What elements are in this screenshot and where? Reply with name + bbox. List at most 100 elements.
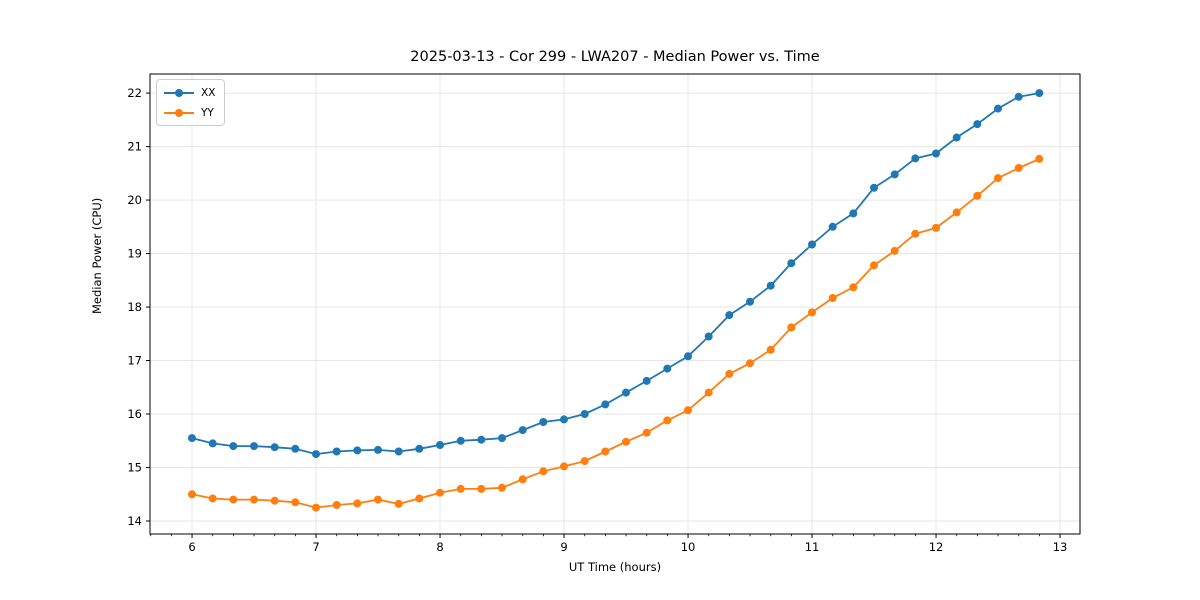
y-tick-label: 15 (127, 461, 142, 475)
data-point-xx (539, 418, 548, 426)
data-point-xx (353, 446, 362, 455)
data-point-xx (601, 400, 610, 409)
axes-frame (149, 73, 1081, 535)
data-point-yy (208, 494, 217, 503)
data-point-xx (415, 444, 424, 453)
data-point-xx (374, 445, 382, 454)
x-tick-label: 7 (312, 540, 319, 554)
data-point-yy (415, 494, 424, 503)
data-point-yy (704, 388, 713, 397)
data-point-xx (208, 439, 217, 448)
data-point-yy (684, 406, 692, 415)
line-marker-swatch (164, 88, 194, 98)
x-tick-label: 8 (436, 540, 443, 554)
data-point-yy (436, 488, 444, 497)
data-point-xx (808, 240, 816, 249)
legend-label: XX (201, 86, 216, 99)
data-point-xx (291, 444, 300, 453)
data-point-yy (580, 457, 589, 466)
x-tick-label: 10 (681, 540, 696, 554)
data-point-xx (890, 170, 899, 179)
data-point-yy (312, 503, 320, 512)
data-point-xx (270, 443, 279, 452)
data-point-xx (250, 442, 258, 451)
data-point-xx (973, 120, 982, 129)
data-point-xx (312, 450, 320, 459)
data-point-yy (394, 499, 403, 508)
data-point-xx (684, 352, 692, 361)
data-point-yy (291, 498, 300, 507)
data-point-yy (766, 345, 775, 354)
data-point-xx (725, 311, 734, 320)
data-point-yy (374, 495, 382, 504)
data-point-yy (890, 246, 899, 255)
data-point-yy (994, 174, 1002, 183)
data-point-xx (766, 281, 775, 290)
data-point-xx (477, 435, 486, 444)
data-point-yy (477, 484, 486, 493)
data-point-yy (911, 229, 920, 238)
data-point-yy (725, 369, 734, 378)
y-tick-label: 19 (127, 247, 142, 261)
y-tick-label: 16 (127, 407, 142, 421)
data-point-xx (622, 388, 630, 397)
data-point-yy (560, 462, 568, 471)
data-point-xx (436, 441, 444, 449)
legend-item-xx: XX (164, 84, 215, 101)
y-tick-label: 18 (127, 300, 142, 314)
y-tick-label: 22 (127, 86, 142, 100)
data-point-xx (332, 447, 341, 456)
y-tick-label: 20 (127, 193, 142, 207)
data-point-xx (849, 209, 858, 218)
data-point-yy (932, 223, 940, 232)
x-tick-label: 13 (1053, 540, 1068, 554)
data-point-yy (973, 191, 982, 200)
x-tick-label: 6 (188, 540, 195, 554)
data-point-yy (1035, 154, 1044, 163)
data-point-yy (353, 499, 362, 508)
data-point-yy (229, 495, 238, 504)
y-tick-label: 14 (127, 514, 142, 528)
legend-label: YY (201, 106, 214, 119)
legend: XX YY (156, 79, 226, 126)
data-point-xx (932, 149, 940, 158)
x-tick-label: 9 (560, 540, 567, 554)
x-axis-label: UT Time (hours) (568, 560, 662, 574)
data-point-xx (498, 434, 506, 443)
data-point-xx (518, 426, 527, 435)
data-point-yy (828, 294, 837, 302)
data-point-xx (229, 442, 238, 451)
data-point-xx (704, 332, 713, 341)
chart-title: 2025-03-13 - Cor 299 - LWA207 - Median P… (410, 49, 820, 65)
data-point-xx (1035, 89, 1044, 98)
data-point-xx (870, 183, 878, 192)
legend-item-yy: YY (164, 104, 215, 121)
x-tick-label: 12 (929, 540, 944, 554)
data-point-yy (270, 496, 279, 505)
data-point-yy (250, 495, 258, 504)
data-point-yy (787, 323, 796, 332)
data-point-yy (601, 447, 610, 456)
line-marker-swatch (164, 108, 194, 118)
data-point-yy (456, 484, 465, 493)
data-point-yy (808, 308, 816, 317)
data-point-xx (746, 297, 754, 306)
data-point-yy (498, 483, 506, 492)
data-point-xx (580, 410, 589, 418)
data-point-yy (746, 359, 754, 368)
data-point-xx (952, 133, 961, 142)
data-point-yy (870, 261, 878, 270)
data-point-yy (1014, 164, 1023, 172)
data-point-xx (787, 259, 796, 268)
data-point-xx (994, 104, 1002, 113)
data-point-yy (952, 208, 961, 217)
data-point-xx (1014, 92, 1023, 101)
data-point-yy (332, 501, 341, 509)
data-point-yy (539, 467, 548, 476)
data-point-xx (394, 447, 403, 456)
y-tick-label: 17 (127, 354, 142, 368)
data-point-yy (188, 490, 196, 499)
data-point-xx (560, 415, 568, 424)
